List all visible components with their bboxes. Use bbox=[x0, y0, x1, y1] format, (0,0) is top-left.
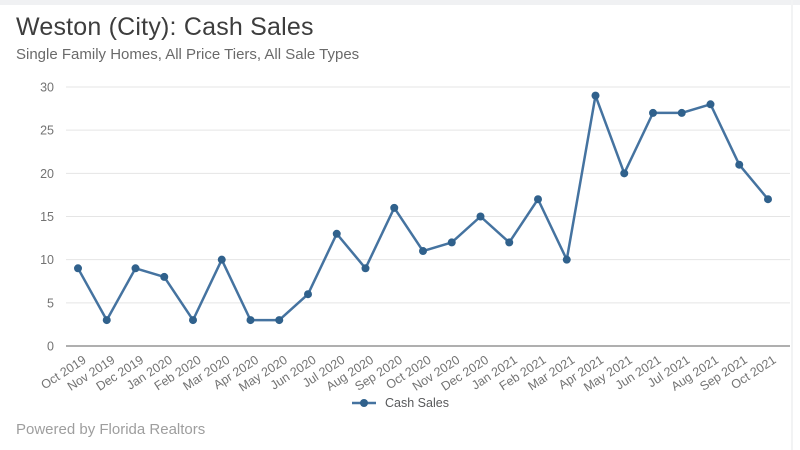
data-point-oct-2020[interactable] bbox=[419, 247, 427, 256]
chart-title: Weston (City): Cash Sales bbox=[16, 13, 314, 41]
data-point-aug-2020[interactable] bbox=[361, 264, 370, 273]
y-tick-label-20: 20 bbox=[40, 167, 54, 181]
data-point-sep-2021[interactable] bbox=[735, 160, 744, 169]
data-point-dec-2020[interactable] bbox=[476, 212, 485, 221]
y-tick-label-0: 0 bbox=[47, 340, 54, 354]
data-point-aug-2021[interactable] bbox=[706, 100, 715, 109]
legend-item-cash-sales[interactable]: Cash Sales bbox=[351, 396, 449, 410]
page-right-border bbox=[791, 0, 793, 450]
y-tick-label-30: 30 bbox=[40, 81, 54, 95]
data-point-dec-2019[interactable] bbox=[131, 264, 140, 273]
legend-line-marker-icon bbox=[352, 399, 377, 407]
data-point-jun-2021[interactable] bbox=[649, 108, 657, 117]
data-point-oct-2019[interactable] bbox=[74, 264, 82, 273]
y-tick-label-25: 25 bbox=[40, 124, 54, 138]
data-point-apr-2021[interactable] bbox=[591, 91, 600, 100]
data-point-mar-2020[interactable] bbox=[217, 255, 226, 264]
data-point-jun-2020[interactable] bbox=[304, 290, 312, 299]
page-top-border bbox=[0, 0, 800, 5]
data-point-apr-2020[interactable] bbox=[246, 316, 255, 325]
data-point-jan-2021[interactable] bbox=[505, 238, 514, 247]
data-point-mar-2021[interactable] bbox=[562, 255, 571, 264]
data-point-nov-2019[interactable] bbox=[102, 316, 111, 325]
y-tick-label-10: 10 bbox=[40, 253, 54, 267]
y-tick-label-15: 15 bbox=[40, 210, 54, 224]
data-point-may-2021[interactable] bbox=[620, 169, 629, 178]
data-point-may-2020[interactable] bbox=[275, 316, 284, 325]
data-point-feb-2021[interactable] bbox=[534, 195, 542, 204]
legend-label: Cash Sales bbox=[385, 396, 449, 410]
data-point-oct-2021[interactable] bbox=[764, 195, 772, 204]
cash-sales-series-line bbox=[76, 94, 770, 322]
data-point-sep-2020[interactable] bbox=[390, 203, 399, 212]
y-tick-label-5: 5 bbox=[47, 296, 54, 310]
legend: Cash Sales bbox=[0, 394, 800, 412]
powered-by-text: Powered by Florida Realtors bbox=[16, 421, 206, 438]
chart-header: Weston (City): Cash Sales Single Family … bbox=[16, 12, 359, 63]
data-point-jul-2020[interactable] bbox=[332, 229, 341, 238]
data-point-jan-2020[interactable] bbox=[160, 272, 169, 281]
chart-subtitle: Single Family Homes, All Price Tiers, Al… bbox=[16, 46, 360, 63]
data-point-nov-2020[interactable] bbox=[447, 238, 456, 247]
data-point-feb-2020[interactable] bbox=[189, 316, 197, 325]
data-point-jul-2021[interactable] bbox=[677, 108, 686, 117]
